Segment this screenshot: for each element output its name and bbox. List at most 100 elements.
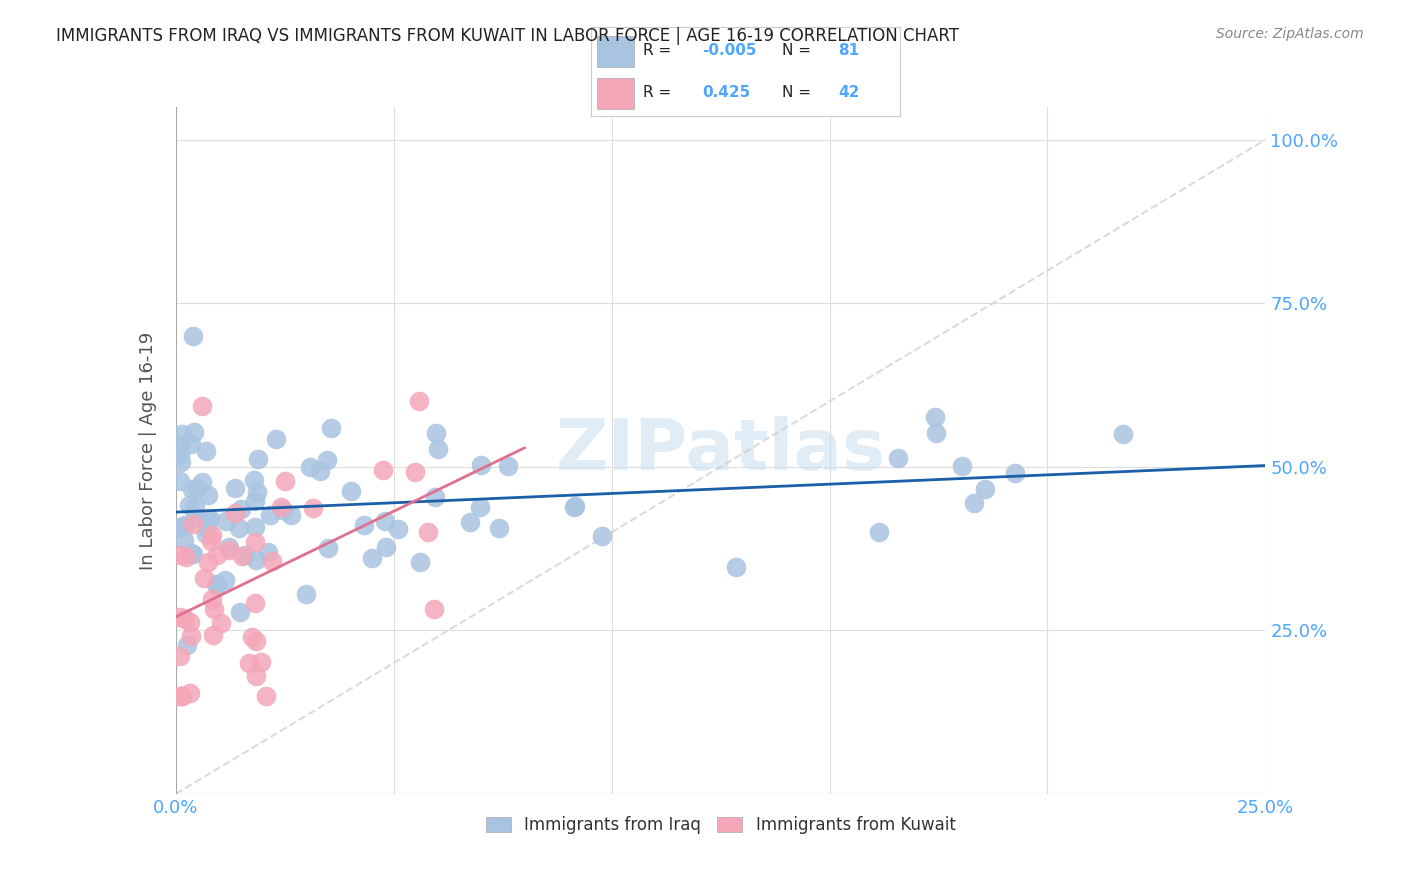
Point	[963, 496, 986, 510]
Point	[256, 545, 278, 559]
Point	[191, 399, 214, 413]
Point	[177, 498, 200, 512]
Point	[246, 485, 269, 500]
Point	[231, 549, 253, 563]
Text: R =: R =	[643, 44, 676, 58]
Point	[198, 512, 221, 526]
Point	[488, 521, 510, 535]
Point	[197, 556, 219, 570]
Point	[562, 500, 585, 514]
Point	[250, 655, 273, 669]
Point	[425, 426, 447, 441]
Point	[201, 591, 224, 606]
Point	[470, 458, 492, 472]
Point	[458, 516, 481, 530]
Point	[301, 500, 323, 515]
Point	[423, 601, 446, 615]
Point	[180, 437, 202, 451]
Point	[194, 444, 217, 458]
Point	[169, 519, 191, 533]
Point	[245, 520, 267, 534]
Point	[184, 499, 207, 513]
Point	[172, 689, 194, 703]
Point	[214, 573, 236, 587]
Point	[408, 393, 430, 408]
Point	[184, 510, 207, 524]
Point	[308, 464, 330, 478]
Text: 42: 42	[838, 86, 859, 100]
Point	[295, 586, 318, 600]
Text: 81: 81	[838, 44, 859, 58]
Point	[202, 602, 225, 616]
Point	[340, 483, 363, 498]
Point	[170, 548, 193, 562]
Point	[229, 605, 252, 619]
Point	[170, 689, 193, 703]
Legend: Immigrants from Iraq, Immigrants from Kuwait: Immigrants from Iraq, Immigrants from Ku…	[479, 809, 962, 840]
Point	[496, 458, 519, 473]
Point	[228, 521, 250, 535]
Point	[202, 628, 225, 642]
Point	[868, 525, 890, 540]
Point	[169, 474, 191, 488]
Point	[195, 520, 218, 534]
Point	[245, 633, 267, 648]
Point	[169, 448, 191, 462]
Point	[243, 473, 266, 487]
Point	[423, 490, 446, 504]
Point	[174, 612, 197, 626]
Point	[183, 547, 205, 561]
Point	[564, 499, 586, 513]
Point	[280, 508, 302, 523]
Text: ZIPatlas: ZIPatlas	[555, 416, 886, 485]
Point	[181, 483, 204, 497]
Point	[247, 451, 270, 466]
Point	[245, 669, 267, 683]
Point	[180, 546, 202, 560]
Point	[243, 596, 266, 610]
Point	[179, 615, 201, 629]
Point	[924, 410, 946, 425]
Text: R =: R =	[643, 86, 681, 100]
Point	[174, 550, 197, 565]
Text: N =: N =	[782, 44, 815, 58]
Point	[264, 432, 287, 446]
Point	[200, 533, 222, 548]
Point	[274, 474, 297, 488]
Point	[353, 518, 375, 533]
Point	[169, 438, 191, 452]
Point	[416, 524, 439, 539]
Point	[259, 508, 281, 522]
Point	[218, 542, 240, 557]
Point	[218, 540, 240, 554]
Point	[925, 426, 948, 441]
Point	[191, 475, 214, 490]
FancyBboxPatch shape	[596, 78, 634, 109]
Point	[387, 522, 409, 536]
Point	[371, 463, 394, 477]
Point	[243, 493, 266, 508]
Text: N =: N =	[782, 86, 815, 100]
Point	[197, 512, 219, 526]
Point	[298, 460, 321, 475]
Point	[176, 638, 198, 652]
Point	[169, 648, 191, 663]
Point	[361, 551, 384, 566]
Text: IMMIGRANTS FROM IRAQ VS IMMIGRANTS FROM KUWAIT IN LABOR FORCE | AGE 16-19 CORREL: IMMIGRANTS FROM IRAQ VS IMMIGRANTS FROM …	[56, 27, 959, 45]
Point	[170, 455, 193, 469]
Point	[1112, 427, 1135, 442]
Point	[169, 610, 191, 624]
Point	[409, 555, 432, 569]
Point	[260, 554, 283, 568]
Point	[238, 657, 260, 671]
Text: -0.005: -0.005	[702, 44, 756, 58]
Point	[316, 453, 339, 467]
Point	[271, 503, 294, 517]
Point	[245, 553, 267, 567]
Point	[180, 628, 202, 642]
Point	[374, 514, 396, 528]
Point	[374, 540, 396, 554]
Point	[194, 526, 217, 541]
Text: 0.425: 0.425	[702, 86, 751, 100]
Point	[254, 689, 277, 703]
